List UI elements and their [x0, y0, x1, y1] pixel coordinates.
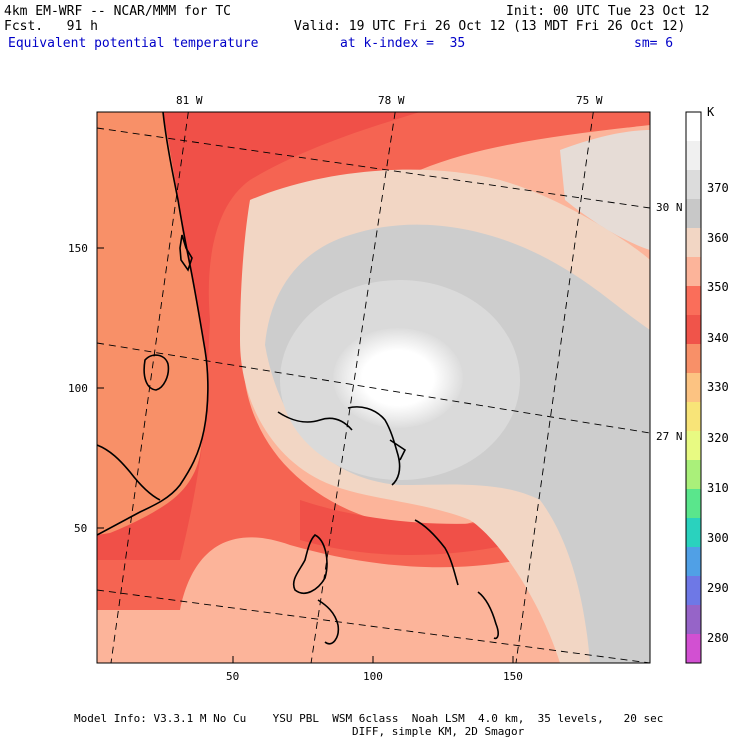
colorbar-swatch: [686, 460, 701, 490]
field-355-north: [560, 130, 650, 250]
y-tick-150: 150: [68, 242, 88, 255]
colorbar-label-300: 300: [707, 531, 729, 545]
colorbar-label-320: 320: [707, 431, 729, 445]
lat-label-27n: 27 N: [656, 430, 683, 443]
grand-bahama-island: [277, 411, 353, 431]
colorbar-swatch: [686, 315, 701, 345]
y-tick-100: 100: [68, 382, 88, 395]
x-tick-50: 50: [226, 670, 239, 683]
colorbar-label-280: 280: [707, 631, 729, 645]
colorbar-swatch: [686, 373, 701, 403]
colorbar-label-290: 290: [707, 581, 729, 595]
rainband-south: [300, 500, 530, 555]
lake-okeechobee: [143, 354, 170, 391]
colorbar: [686, 112, 701, 664]
colorbar-label-330: 330: [707, 380, 729, 394]
field-name: Equivalent potential temperature: [8, 36, 259, 51]
axis-ticks: [97, 247, 514, 663]
model-title: 4km EM-WRF -- NCAR/MMM for TC: [4, 4, 231, 19]
colorbar-swatch: [686, 199, 701, 229]
lon-label-78w: 78 W: [378, 94, 405, 107]
forecast-hour: Fcst. 91 h: [4, 19, 98, 34]
coastlines: [97, 112, 499, 645]
axis-labels: 81 W 78 W 75 W 30 N 27 N 50 100 150 150 …: [68, 94, 683, 683]
y-tick-50: 50: [74, 522, 87, 535]
colorbar-swatch: [686, 257, 701, 287]
andros-island: [292, 534, 340, 645]
colorbar-swatch: [686, 228, 701, 258]
colorbar-label-350: 350: [707, 280, 729, 294]
eleuthera-island: [414, 519, 459, 586]
florida-west-coast: [97, 444, 161, 501]
lon-label-75w: 75 W: [576, 94, 603, 107]
long-island: [477, 591, 499, 640]
field-340-band: [97, 112, 650, 610]
colorbar-swatch: [686, 170, 701, 200]
lon-label-81w: 81 W: [176, 94, 203, 107]
indian-river-lagoon: [179, 234, 193, 272]
colorbar-swatch: [686, 141, 701, 171]
colorbar-swatch: [686, 431, 701, 461]
colorbar-swatch: [686, 286, 701, 316]
colorbar-swatch: [686, 634, 701, 664]
colorbar-label-340: 340: [707, 331, 729, 345]
meridian-78w: [310, 112, 396, 663]
colorbar-frame: [685, 111, 702, 664]
colorbar-swatch: [686, 112, 701, 142]
parallel-27n: [97, 342, 650, 434]
colorbar-label-310: 310: [707, 481, 729, 495]
x-tick-100: 100: [363, 670, 383, 683]
colorbar-label-360: 360: [707, 231, 729, 245]
k-index-label: at k-index = 35: [340, 36, 466, 51]
lat-label-30n: 30 N: [656, 201, 683, 214]
model-diffusion-info: DIFF, simple KM, 2D Smagor: [352, 725, 525, 738]
colorbar-swatch: [686, 547, 701, 577]
colorbar-swatch: [686, 605, 701, 635]
florida-land-fill: [97, 112, 208, 535]
abaco-islands: [347, 406, 407, 486]
hurricane-core: [333, 328, 463, 428]
colorbar-swatch: [686, 402, 701, 432]
colorbar-labels: 370 360 350 340 330 320 310 300 290 280: [707, 181, 729, 645]
colorbar-swatch: [686, 344, 701, 374]
colorbar-unit: K: [707, 105, 715, 119]
parallel-24n: [97, 589, 650, 663]
valid-time: Valid: 19 UTC Fri 26 Oct 12 (13 MDT Fri …: [294, 19, 686, 34]
model-info: Model Info: V3.3.1 M No Cu YSU PBL WSM 6…: [74, 712, 664, 725]
x-tick-150: 150: [503, 670, 523, 683]
parallel-30n: [97, 127, 650, 209]
colorbar-swatch: [686, 489, 701, 519]
map-panel: [97, 112, 650, 663]
colorbar-swatch: [686, 576, 701, 606]
smoothing-label: sm= 6: [634, 36, 674, 51]
florida-east-coast: [97, 112, 209, 536]
colorbar-label-370: 370: [707, 181, 729, 195]
colorbar-swatch: [686, 518, 701, 548]
graticule: [97, 112, 650, 663]
init-time: Init: 00 UTC Tue 23 Oct 12: [506, 4, 710, 19]
